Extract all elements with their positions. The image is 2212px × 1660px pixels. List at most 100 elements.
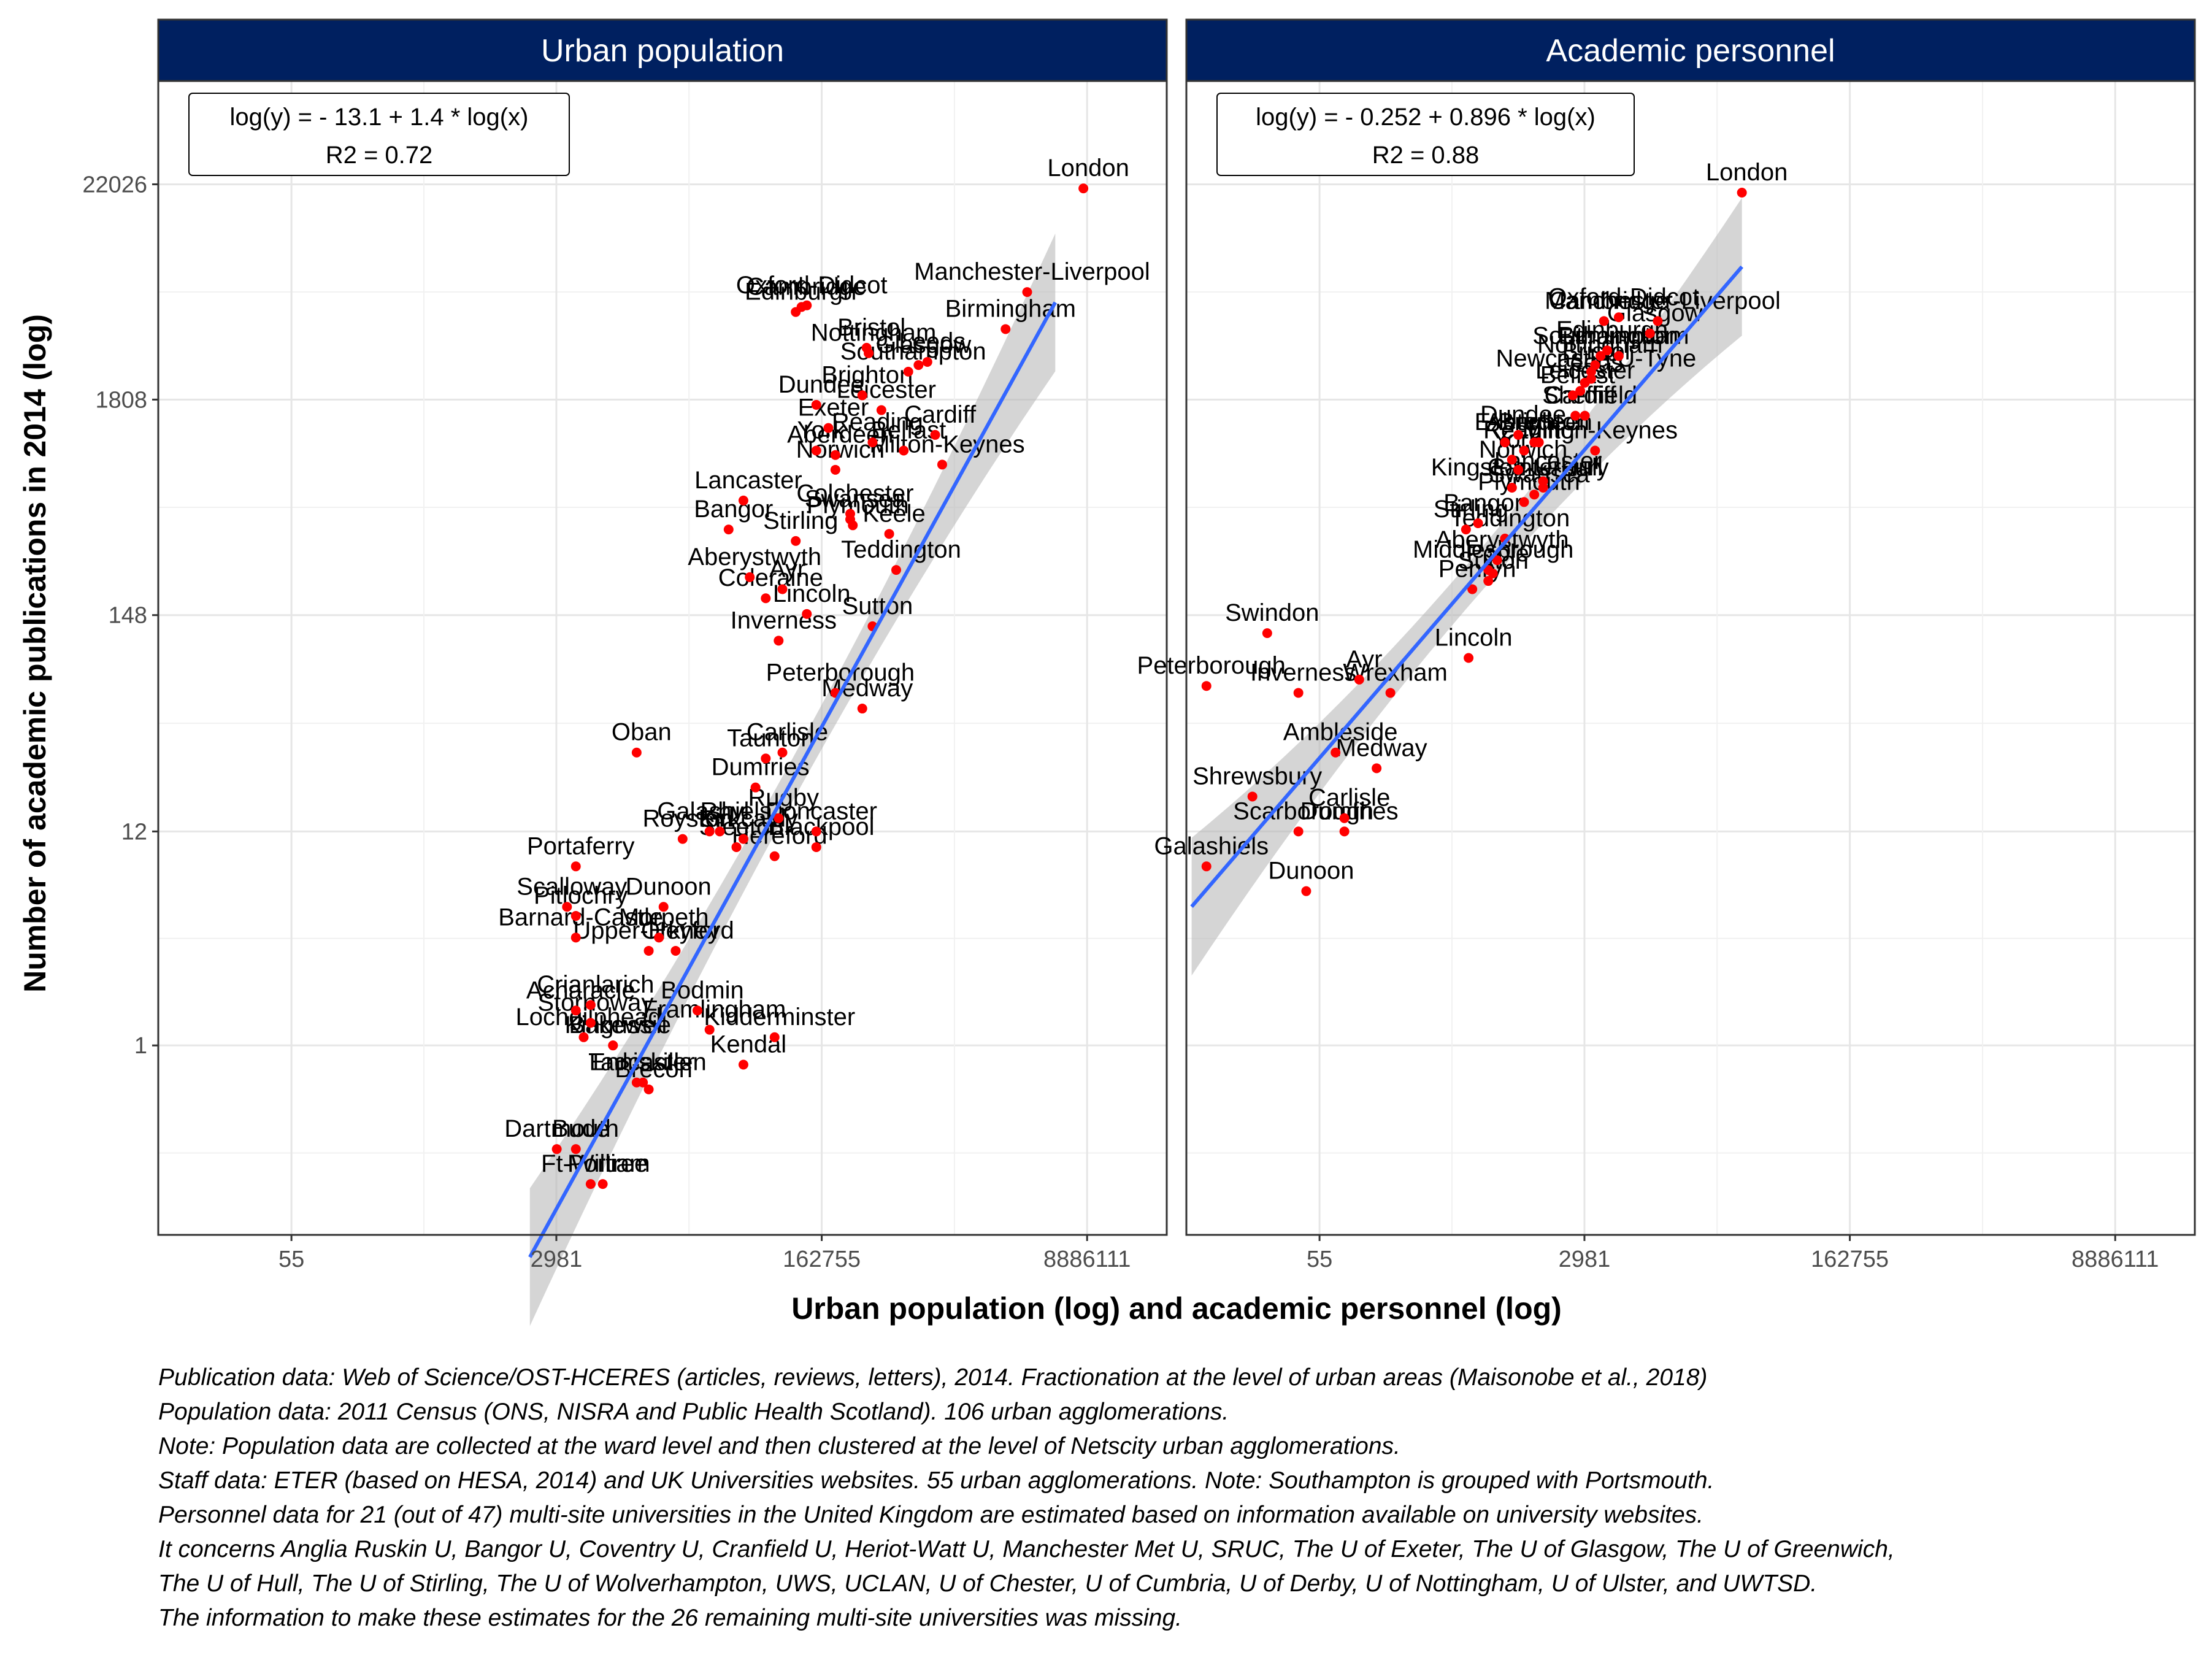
point-label: Crianlarich [537,971,654,998]
data-point [1467,584,1478,594]
data-point [1513,429,1524,440]
data-point [1575,386,1586,396]
data-point [1331,747,1341,758]
point-label: Cambridge [1549,287,1669,314]
y-tick-label: 148 [109,603,147,629]
point-label: Manchester-Liverpool [1545,287,1781,314]
point-label: Reading [832,409,923,436]
x-tick-label: 55 [278,1247,304,1272]
point-label: Galashiels [657,797,772,824]
panel-border [1185,80,2196,1236]
data-point [1464,653,1474,663]
chart-svg: Number of academic publications in 2014 … [18,18,2196,1326]
caption-line: The U of Hull, The U of Stirling, The U … [158,1570,1818,1597]
data-point [1354,674,1364,685]
data-point [704,1024,715,1035]
point-label: Inverness [731,607,837,634]
caption-line: Staff data: ETER (based on HESA, 2014) a… [158,1467,1715,1494]
point-label: Teddington [841,536,961,563]
data-point [769,851,780,861]
data-point [876,405,886,415]
r2-text: R2 = 0.88 [1372,142,1480,169]
data-point [704,826,715,837]
point-label: Enniskillen [589,1049,707,1076]
point-label: Peterborough [766,659,915,686]
point-label: Taunton [727,724,814,751]
data-point [1645,328,1655,339]
data-point [551,1144,562,1155]
data-point [731,842,742,852]
data-point [830,450,840,460]
data-point [1602,345,1613,356]
point-label: Aberystwyth [688,544,821,571]
data-point [1513,464,1524,475]
point-label: Manchester-Liverpool [914,258,1150,285]
data-point [1613,312,1624,323]
point-label: Medway [1336,734,1427,761]
data-point [578,1032,589,1042]
data-point [738,834,748,844]
data-point [922,356,932,367]
panel-title: Urban population [541,33,784,69]
data-point [891,565,901,575]
panel-header [1185,18,2196,82]
data-point [823,423,834,433]
data-point [738,1059,748,1070]
data-point [570,861,581,872]
data-point [1293,826,1304,837]
data-point [1596,351,1606,361]
data-point [791,536,801,546]
data-point [585,1000,596,1010]
panel-title: Academic personnel [1546,33,1835,69]
data-point [1534,437,1544,448]
data-point [1488,568,1498,578]
data-point [761,753,771,764]
y-tick-label: 22026 [82,172,147,198]
point-label: Bodmin [661,977,744,1004]
point-label: Reading [1483,417,1575,444]
caption-line: The information to make these estimates … [158,1605,1183,1631]
data-point [1519,497,1529,507]
point-label: Shrewsbury [1192,763,1322,790]
data-point [1653,316,1663,326]
equation-text: log(y) = - 13.1 + 1.4 * log(x) [230,104,529,131]
data-point [848,520,858,531]
data-point [1500,437,1510,448]
data-point [796,302,807,312]
data-point [903,366,913,377]
point-label: Ayr [769,555,805,582]
point-label: Portaferry [527,832,635,859]
x-tick-label: 162755 [1811,1247,1889,1272]
data-point [1613,351,1624,361]
point-label: Birmingham [1558,322,1689,349]
point-label: Keele [862,500,925,527]
point-label: Stirling [1434,496,1508,523]
point-label: Brighton [821,361,913,388]
data-point [1519,445,1529,456]
data-point [585,1018,596,1028]
x-tick-label: 55 [1307,1247,1332,1272]
point-label: Bangor [1443,490,1523,517]
data-point [802,609,812,619]
data-point [1201,681,1212,691]
point-label: Orkney [641,917,720,944]
caption-line: Personnel data for 21 (out of 47) multi-… [158,1502,1704,1528]
data-point [864,348,874,358]
y-tick-label: 1 [134,1033,147,1059]
data-point [811,842,821,852]
r2-text: R2 = 0.72 [326,142,433,169]
point-label: York [797,417,846,444]
point-label: Lincoln [773,580,851,607]
point-label: Pitlochry [534,882,628,909]
regression-line [528,301,1057,1258]
point-label: Rhyl [700,797,749,824]
y-tick-label: 12 [121,819,147,845]
data-point [769,1032,780,1042]
point-label: Kidderminster [704,1004,855,1031]
data-point [1339,813,1350,823]
y-axis-label: Number of academic publications in 2014 … [18,314,52,993]
data-point [570,1005,581,1016]
data-point [1078,183,1089,194]
data-point [745,572,755,582]
data-point [1247,791,1258,802]
